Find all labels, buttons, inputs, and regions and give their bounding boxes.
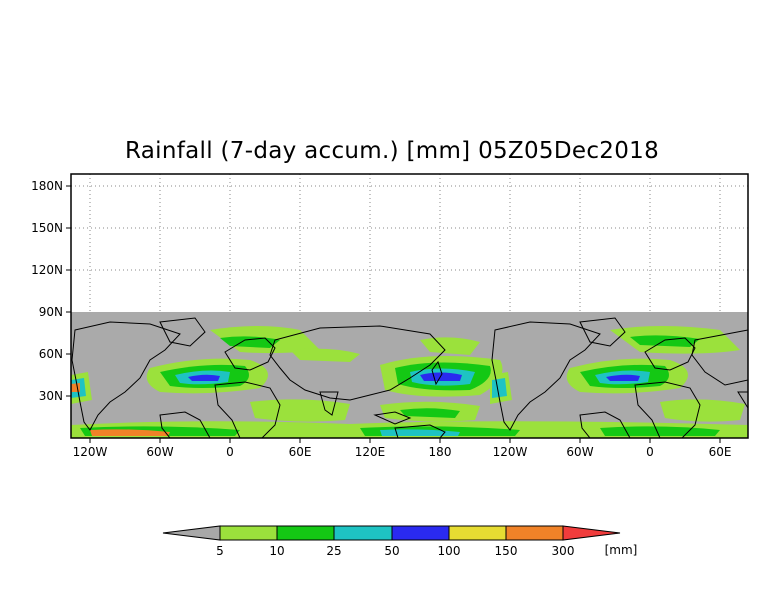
legend-unit: [mm] [605,543,638,557]
color-legend: 5 10 25 50 100 150 300 [mm] [162,525,638,558]
gridlines [71,174,748,312]
legend-swatch-50-100 [392,526,449,540]
y-tick-label: 150N [31,221,63,235]
legend-label: 50 [384,544,399,558]
legend-label: 25 [326,544,341,558]
legend-label: 100 [438,544,461,558]
y-tick-label: 60N [39,347,63,361]
x-tick-label: 60E [709,445,732,459]
plot-frame [70,173,749,439]
x-tick-label: 60W [146,445,173,459]
y-tick-label: 90N [39,305,63,319]
legend-label: 300 [552,544,575,558]
legend-swatch-150-300 [506,526,563,540]
tick-marks [66,185,721,443]
legend-swatch-5-10 [220,526,277,540]
legend-swatch-25-50 [334,526,392,540]
y-tick-label: 30N [39,389,63,403]
legend-label: 150 [495,544,518,558]
x-tick-label: 0 [226,445,234,459]
y-tick-label: 120N [31,263,63,277]
x-tick-label: 60W [566,445,593,459]
x-tick-label: 180 [429,445,452,459]
y-axis-tick-labels: 180N 150N 120N 90N 60N 30N [31,179,63,403]
x-tick-label: 120E [355,445,386,459]
continent-outlines [71,317,749,439]
x-axis-tick-labels: 120W 60W 0 60E 120E 180 120W 60W 0 60E [73,445,732,459]
legend-swatch-10-25 [277,526,334,540]
legend-swatch-100-150 [449,526,506,540]
x-tick-label: 120W [493,445,528,459]
legend-label: 5 [216,544,224,558]
x-tick-label: 0 [646,445,654,459]
map-title: Rainfall (7-day accum.) [mm] 05Z05Dec201… [125,138,659,164]
rainfall-shading [71,326,748,438]
x-tick-label: 120W [73,445,108,459]
legend-swatch-below-5 [163,526,220,540]
legend-label: 10 [269,544,284,558]
x-tick-label: 60E [289,445,312,459]
y-tick-label: 180N [31,179,63,193]
legend-swatch-above-300 [563,526,620,540]
